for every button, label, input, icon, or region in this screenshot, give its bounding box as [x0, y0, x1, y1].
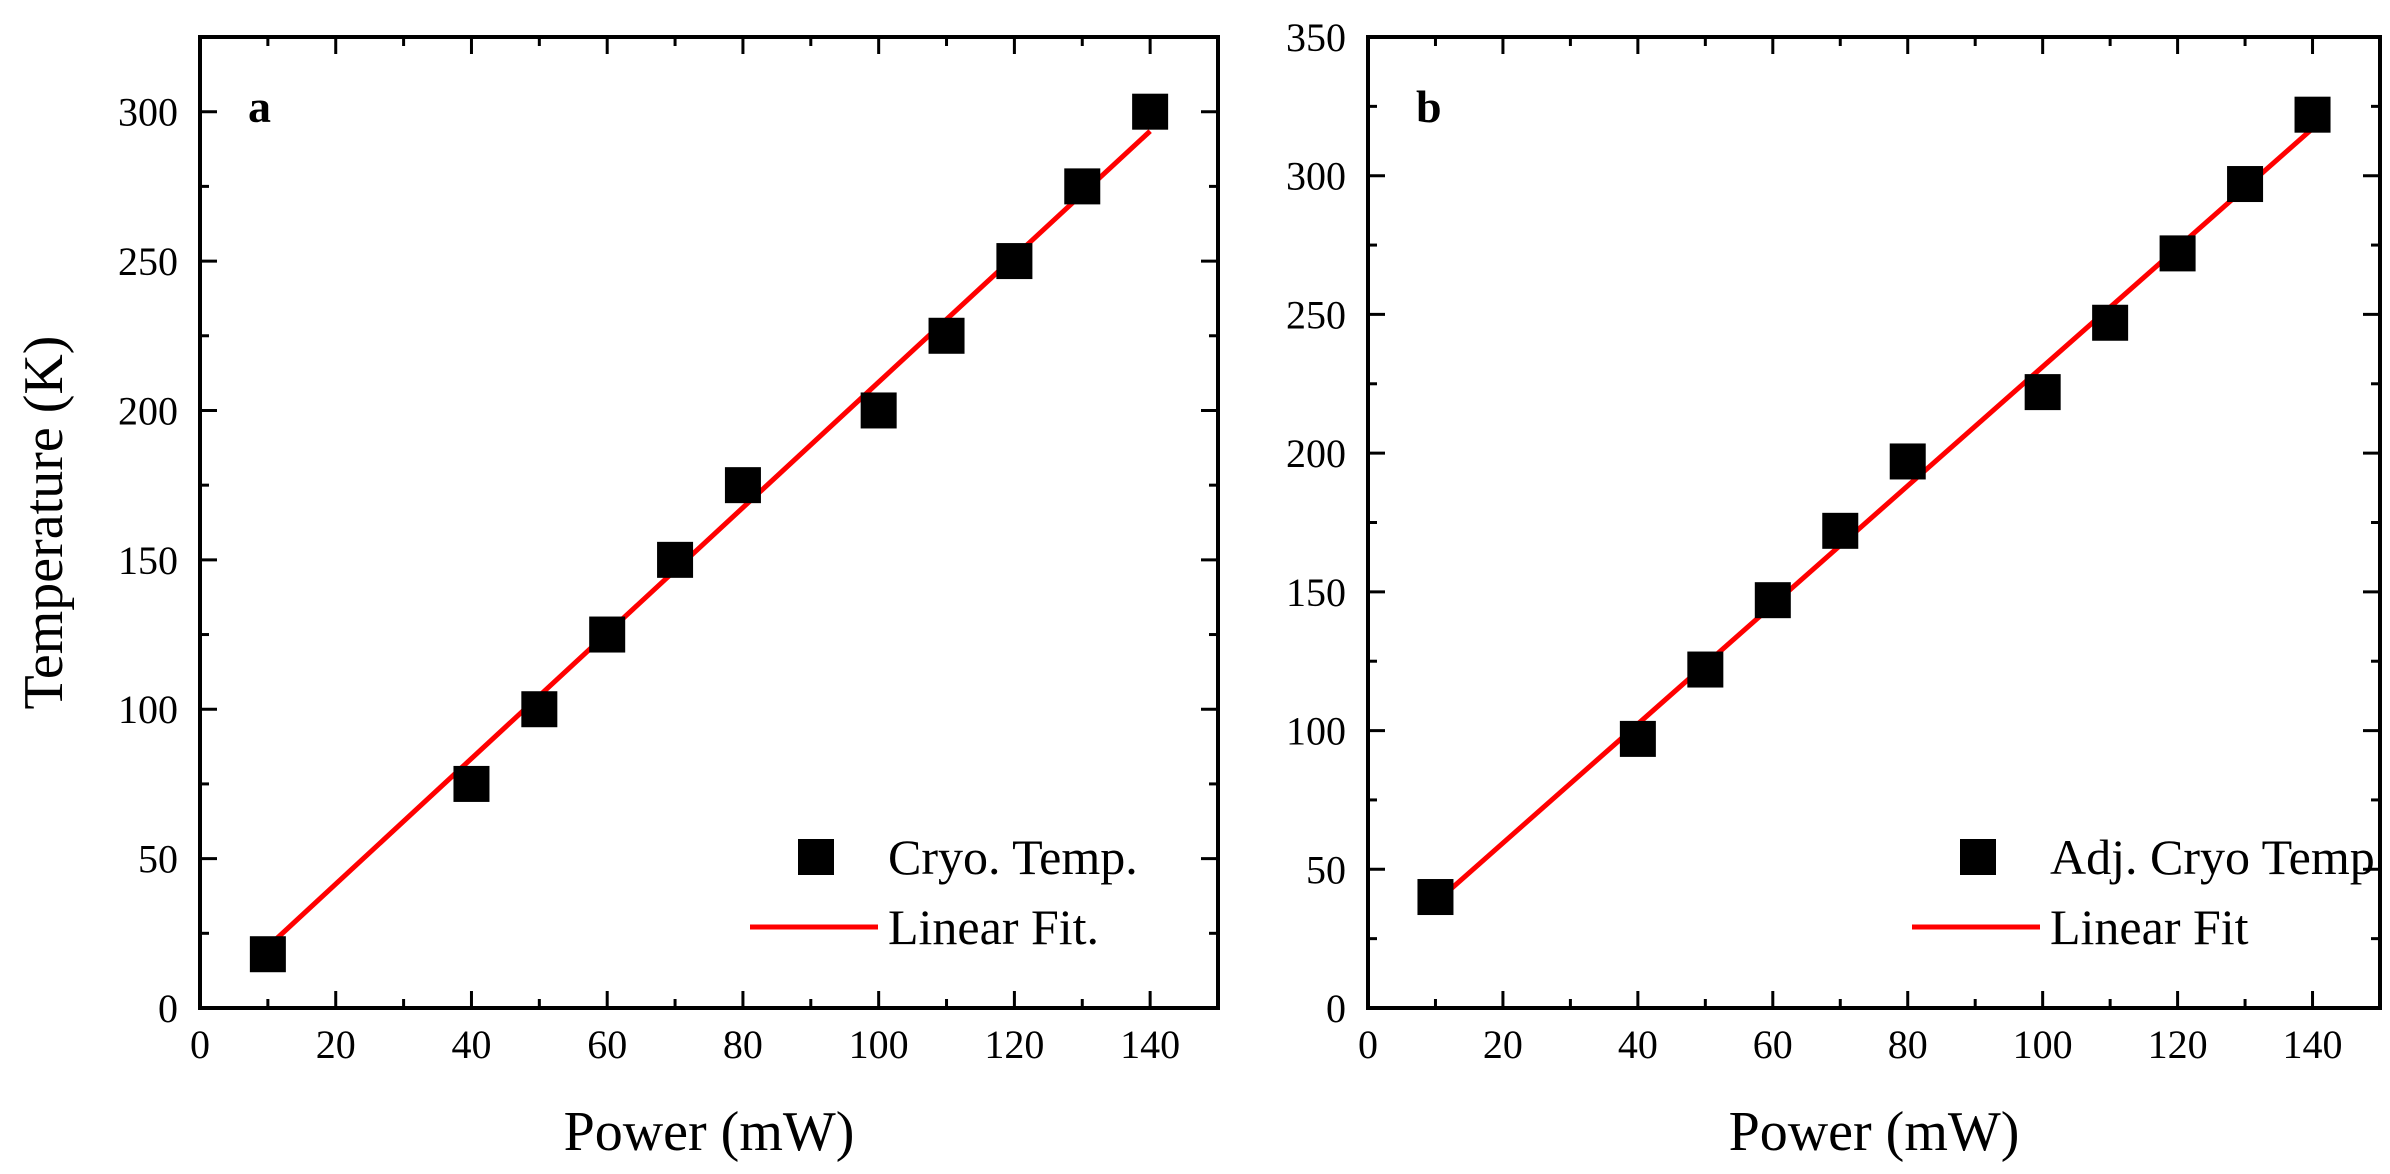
x-tick-label: 20 [316, 1022, 356, 1067]
panel-a-chart: 0 20 40 60 80 100 120 140 0 50 100 150 200 250 300 Powe… [13, 35, 1220, 1163]
x-tick-label: 140 [2283, 1022, 2343, 1067]
y-tick-label: 150 [118, 538, 178, 583]
x-tick-label: 80 [1888, 1022, 1928, 1067]
data-point [2159, 235, 2196, 272]
x-tick-label: 60 [1753, 1022, 1793, 1067]
panel-label: b [1416, 81, 1442, 132]
x-axis-title: Power (mW) [564, 1101, 855, 1163]
x-tick-label: 100 [849, 1022, 909, 1067]
legend-label-line: Linear Fit [2050, 899, 2249, 955]
data-point [453, 765, 490, 802]
x-tick-label: 80 [723, 1022, 763, 1067]
data-point [1754, 582, 1791, 619]
panel-label: a [248, 81, 271, 132]
x-tick-label: 40 [451, 1022, 491, 1067]
data-point [2227, 166, 2264, 203]
y-axis-title: Temperature (K) [13, 336, 75, 710]
y-tick-label: 300 [118, 90, 178, 135]
y-tick-label: 250 [118, 239, 178, 284]
y-tick-label: 300 [1286, 154, 1346, 199]
data-point [928, 317, 965, 354]
y-tick-label: 250 [1286, 292, 1346, 337]
y-tick-label: 200 [118, 388, 178, 433]
plot-frame [198, 35, 1220, 1010]
data-point [1064, 168, 1101, 205]
y-tick-label: 0 [158, 986, 178, 1031]
y-tick-label: 150 [1286, 570, 1346, 615]
data-point [1822, 512, 1859, 549]
data-point [1619, 720, 1656, 757]
legend-label-scatter: Cryo. Temp. [888, 829, 1138, 885]
x-tick-label: 100 [2013, 1022, 2073, 1067]
x-tick-label: 0 [190, 1022, 210, 1067]
legend-marker-scatter [798, 839, 834, 875]
x-axis-title: Power (mW) [1729, 1101, 2020, 1163]
x-tick-label: 0 [1358, 1022, 1378, 1067]
y-tick-label: 200 [1286, 431, 1346, 476]
data-point [589, 616, 626, 653]
data-point [996, 243, 1033, 280]
data-point [249, 936, 286, 973]
data-point [2092, 304, 2129, 341]
x-tick-label: 140 [1120, 1022, 1180, 1067]
x-tick-label: 40 [1618, 1022, 1658, 1067]
y-tick-label: 100 [1286, 709, 1346, 754]
legend-marker-scatter [1960, 839, 1996, 875]
data-point [1889, 443, 1926, 480]
legend-label-line: Linear Fit. [888, 899, 1099, 955]
data-point [1687, 651, 1724, 688]
y-tick-label: 50 [138, 837, 178, 882]
data-point [2024, 374, 2061, 411]
y-tick-label: 50 [1306, 847, 1346, 892]
data-point [1417, 879, 1454, 916]
x-tick-label: 20 [1483, 1022, 1523, 1067]
y-tick-label: 100 [118, 687, 178, 732]
data-point [724, 467, 761, 504]
data-point [521, 691, 558, 728]
x-tick-label: 120 [984, 1022, 1044, 1067]
panel-b-chart: 0 20 40 60 80 100 120 140 0 50 100 150 200 250 300 350 P… [1286, 15, 2382, 1163]
x-tick-label: 120 [2148, 1022, 2208, 1067]
y-tick-label: 0 [1326, 986, 1346, 1031]
data-point [1132, 93, 1169, 130]
data-point [860, 392, 897, 429]
data-point [2294, 96, 2331, 133]
data-point [657, 541, 694, 578]
x-tick-label: 60 [587, 1022, 627, 1067]
y-tick-label: 350 [1286, 15, 1346, 60]
legend-label-scatter: Adj. Cryo Temp [2050, 829, 2375, 885]
plot-frame [1366, 35, 2382, 1010]
